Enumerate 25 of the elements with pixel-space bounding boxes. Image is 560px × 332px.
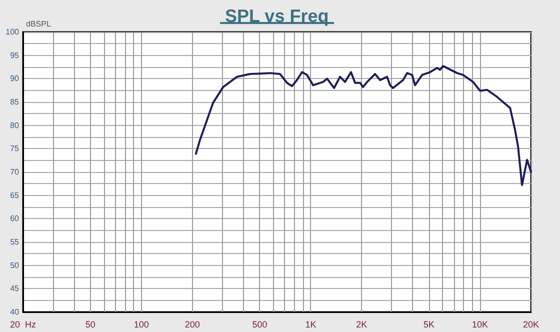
x-tick-label: 100 <box>134 320 149 330</box>
x-tick-label: 200 <box>184 320 200 330</box>
y-tick-label: 85 <box>10 98 20 106</box>
y-tick-label: 45 <box>10 284 20 294</box>
y-tick-label: 75 <box>10 144 20 154</box>
y-tick-label: 55 <box>10 238 20 246</box>
y-tick-label: 40 <box>10 308 20 316</box>
y-tick-label: 80 <box>10 120 20 130</box>
y-axis-title: dBSPL <box>26 20 52 28</box>
chart-title: SPL vs Freq <box>225 6 329 26</box>
x-tick-label: 20 Hz <box>10 320 37 330</box>
y-tick-label: 70 <box>10 168 20 176</box>
x-tick-label: 20K <box>522 320 540 330</box>
y-tick-label: 50 <box>10 260 20 270</box>
y-tick-label: 100 <box>6 28 20 36</box>
x-tick-label: 50 <box>85 320 96 330</box>
y-tick-label: 90 <box>10 74 20 84</box>
y-tick-label: 95 <box>10 50 20 60</box>
y-tick-label: 60 <box>10 214 20 224</box>
y-tick-label: 65 <box>10 190 20 200</box>
x-tick-label: 500 <box>252 320 268 330</box>
x-tick-label: 10K <box>472 320 488 330</box>
x-tick-label: 5K <box>424 320 435 330</box>
x-tick-label: 1K <box>305 320 316 330</box>
x-tick-label: 2K <box>356 320 368 330</box>
